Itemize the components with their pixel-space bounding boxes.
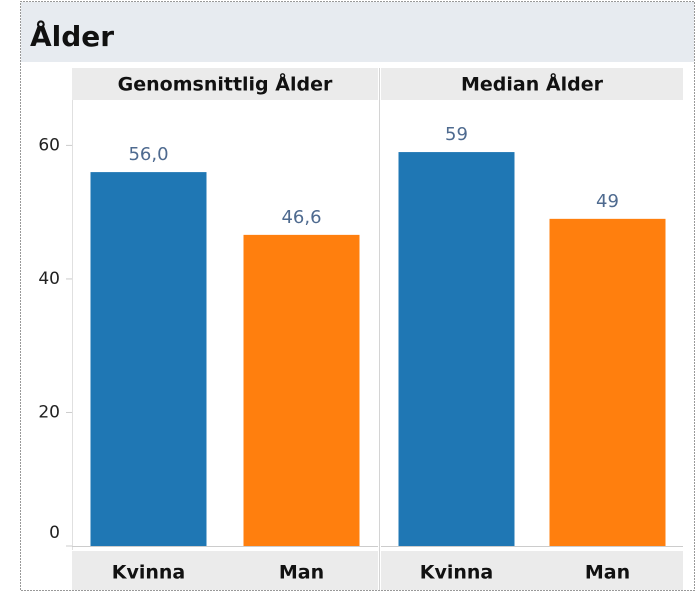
category-band: [72, 551, 378, 590]
value-label: 49: [596, 191, 619, 212]
value-label: 46,6: [281, 207, 321, 228]
category-band: [381, 551, 683, 590]
bar: [90, 172, 207, 546]
x-tick-label: Man: [585, 562, 630, 584]
bar: [243, 234, 360, 546]
bar: [549, 218, 666, 547]
y-tick-label: 40: [38, 269, 60, 289]
panel-header: [381, 68, 683, 100]
title-band: [21, 2, 694, 62]
value-label: 56,0: [128, 144, 168, 165]
x-tick-label: Kvinna: [420, 562, 494, 584]
y-tick-label: 0: [49, 523, 60, 543]
panel-header: [72, 68, 378, 100]
value-label: 59: [445, 124, 468, 145]
y-tick-label: 60: [38, 135, 60, 155]
x-tick-label: Man: [279, 562, 324, 584]
x-tick-label: Kvinna: [112, 562, 186, 584]
bar: [398, 152, 515, 546]
y-tick-label: 20: [38, 402, 60, 422]
panel-title: Genomsnittlig Ålder: [118, 72, 333, 96]
panel-title: Median Ålder: [461, 72, 604, 96]
page-title: Ålder: [30, 19, 114, 53]
